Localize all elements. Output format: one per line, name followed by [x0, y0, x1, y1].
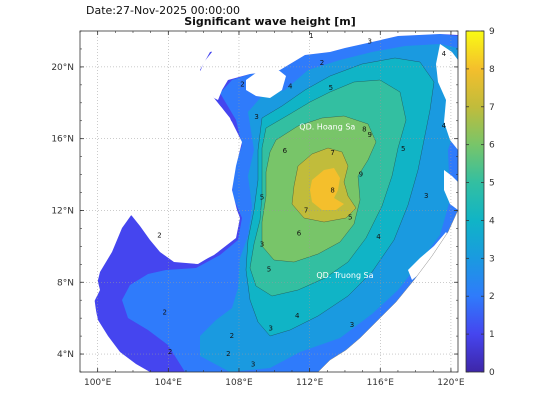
- colorbar-tick-label: 4: [489, 216, 495, 226]
- island-annotation: QD. Hoang Sa: [299, 123, 355, 132]
- contour-label: 4: [288, 82, 293, 90]
- axes: 100°E 104°E 108°E 112°E 116°E 120°E 4°N 8°N 12°N…: [51, 30, 465, 388]
- contour-lines: [245, 57, 435, 337]
- land-borneo: [318, 210, 458, 372]
- contour-label: 8: [362, 126, 366, 134]
- contour-fill-level-8: [310, 168, 344, 210]
- contour-label: 6: [283, 147, 288, 155]
- contour-label: 3: [260, 240, 264, 248]
- contour-label: 3: [424, 192, 428, 200]
- x-tick-label: 100°E: [84, 378, 112, 388]
- x-tick-label: 104°E: [155, 378, 183, 388]
- contour-label: 3: [251, 361, 255, 369]
- colorbar-ticks: 0 1 2 3 4 5 6 7 8 9: [466, 27, 495, 378]
- island-annotation: QD. Truong Sa: [316, 271, 373, 280]
- contour-label: 3: [367, 38, 371, 46]
- colorbar-tick-label: 0: [489, 368, 495, 378]
- contour-label: 2: [168, 348, 172, 356]
- map-annotations: QD. Hoang Sa QD. Truong Sa: [299, 123, 373, 280]
- contour-line-7: [291, 147, 357, 223]
- y-tick-label: 20°N: [51, 63, 74, 73]
- x-tick-label: 120°E: [437, 378, 465, 388]
- contour-label: 9: [359, 170, 363, 178]
- land-palawan: [408, 232, 450, 280]
- contour-label: 5: [329, 84, 333, 92]
- contour-label: 3: [269, 325, 273, 333]
- contour-label: 5: [260, 194, 264, 202]
- contour-line-4: [245, 57, 435, 337]
- colorbar-tick-label: 6: [489, 141, 495, 151]
- contour-label: 5: [401, 145, 405, 153]
- plot-frame: [79, 30, 459, 373]
- colorbar-tick-label: 1: [489, 330, 495, 340]
- contour-label: 4: [295, 312, 300, 320]
- contour-label: 5: [348, 213, 352, 221]
- contour-label: 4: [442, 122, 447, 130]
- grid-lines: [80, 31, 458, 372]
- chart-title: Significant wave height [m]: [184, 15, 356, 28]
- y-tick-label: 4°N: [57, 350, 74, 360]
- contour-line-5: [249, 79, 407, 297]
- contour-label: 7: [330, 149, 334, 157]
- y-tick-label: 12°N: [51, 206, 74, 216]
- colorbar-tick-label: 2: [489, 292, 495, 302]
- x-tick-label: 112°E: [296, 378, 324, 388]
- land-hainan: [246, 68, 286, 98]
- contour-label: 3: [350, 321, 354, 329]
- contour-label: 2: [226, 350, 230, 358]
- colorbar-tick-label: 9: [489, 27, 495, 37]
- contour-line-6: [261, 115, 377, 263]
- contour-label: 2: [230, 332, 234, 340]
- land-mainland-asia: [80, 31, 458, 264]
- date-label: Date:27-Nov-2025 00:00:00: [86, 4, 240, 17]
- contour-label: 5: [267, 265, 271, 273]
- contour-label: 2: [320, 59, 324, 67]
- colorbar: [465, 30, 485, 373]
- x-tick-label: 116°E: [367, 378, 395, 388]
- contour-label: 7: [304, 206, 308, 214]
- contour-label: 4: [376, 233, 381, 241]
- contour-label: 4: [442, 50, 447, 58]
- contour-label: 6: [297, 230, 302, 238]
- colorbar-tick-label: 5: [489, 179, 495, 189]
- contour-label: 3: [254, 113, 258, 121]
- contour-label: 9: [367, 131, 371, 139]
- land-borneo-outline: [317, 209, 458, 372]
- y-tick-label: 8°N: [57, 278, 74, 288]
- colorbar-tick-label: 7: [489, 103, 495, 113]
- colorbar-tick-label: 3: [489, 254, 495, 264]
- colorbar-tick-label: 8: [489, 65, 495, 75]
- x-tick-label: 108°E: [225, 378, 253, 388]
- contour-label: 1: [309, 32, 313, 40]
- contour-label: 2: [240, 81, 244, 89]
- land-philippines-luzon: [436, 44, 458, 150]
- contour-label: 2: [163, 309, 167, 317]
- y-tick-label: 16°N: [51, 135, 74, 145]
- contour-label: 8: [330, 187, 334, 195]
- contour-label: 2: [157, 231, 161, 239]
